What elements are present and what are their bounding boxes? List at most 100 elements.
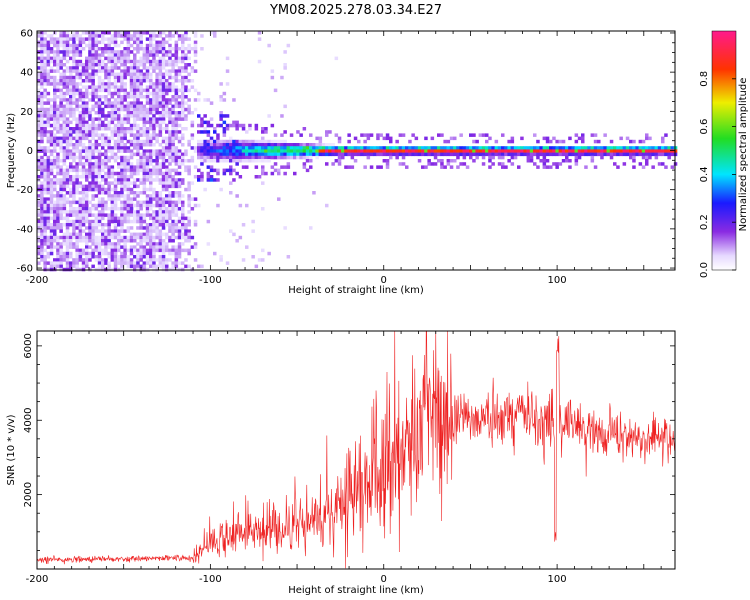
heatmap-cell — [171, 245, 175, 249]
heatmap-cell — [53, 139, 57, 144]
heatmap-cell — [126, 149, 131, 153]
heatmap-cell — [453, 159, 457, 163]
snr-series-line — [36, 330, 676, 569]
heatmap-cell — [78, 191, 83, 195]
heatmap-cell — [165, 181, 169, 185]
heatmap-cell — [69, 245, 73, 249]
heatmap-cell — [248, 159, 252, 163]
heatmap-cell — [177, 171, 182, 176]
heatmap-cell — [510, 139, 515, 144]
heatmap-cell — [62, 152, 67, 157]
heatmap-cell — [81, 72, 86, 77]
colorbar: 0.00.20.40.60.8 Normalized spectral ampl… — [699, 30, 749, 278]
heatmap-cell — [149, 232, 153, 237]
heatmap-cell — [72, 264, 76, 269]
heatmap-cell — [107, 104, 111, 109]
heatmap-cell — [174, 152, 179, 157]
heatmap-cell — [110, 155, 115, 160]
heatmap-cell — [587, 146, 591, 150]
heatmap-cell — [149, 63, 153, 67]
heatmap-cell — [72, 207, 76, 211]
heatmap-cell — [149, 175, 153, 179]
heatmap-cell — [184, 47, 188, 51]
heatmap-cell — [62, 56, 67, 61]
heatmap-cell — [158, 117, 163, 121]
heatmap-cell — [331, 149, 335, 153]
heatmap-cell — [168, 85, 172, 89]
heatmap-cell — [456, 149, 460, 153]
heatmap-cell — [117, 171, 121, 176]
heatmap-cell — [152, 258, 156, 262]
colorbar-ticks: 0.00.20.40.60.8 — [699, 71, 736, 278]
heatmap-cell — [49, 235, 54, 240]
heatmap-cell — [181, 79, 185, 83]
heatmap-cell — [81, 69, 86, 73]
heatmap-cell — [72, 149, 76, 153]
heatmap-cell — [168, 223, 172, 227]
heatmap-cell — [216, 139, 220, 144]
heatmap-cell — [280, 133, 284, 137]
heatmap-cell — [139, 258, 143, 262]
heatmap-cell — [158, 264, 163, 269]
heatmap-cell — [113, 146, 118, 150]
heatmap-cell — [161, 91, 166, 96]
heatmap-cell — [142, 248, 147, 253]
heatmap-cell — [126, 155, 131, 160]
heatmap-cell — [481, 133, 486, 137]
heatmap-cell — [123, 117, 127, 121]
heatmap-cell — [69, 72, 73, 77]
heatmap-cell — [136, 69, 140, 73]
heatmap-cell — [398, 152, 403, 157]
heatmap-cell — [136, 111, 140, 115]
heatmap-cell — [229, 136, 233, 141]
heatmap-cell — [69, 120, 73, 125]
heatmap-cell — [568, 136, 572, 141]
heatmap-cell — [43, 133, 47, 137]
heatmap-cell — [177, 245, 182, 249]
heatmap-cell — [158, 165, 163, 169]
heatmap-cell — [440, 152, 444, 157]
heatmap-cell — [600, 155, 604, 160]
heatmap-cell — [469, 149, 473, 153]
heatmap-cell — [555, 149, 559, 153]
heatmap-cell — [558, 162, 563, 166]
heatmap-cell — [49, 56, 54, 61]
heatmap-cell — [101, 226, 105, 230]
heatmap-cell — [641, 155, 646, 160]
heatmap-cell — [40, 242, 44, 246]
heatmap-cell — [142, 203, 147, 208]
heatmap-cell — [46, 43, 51, 48]
heatmap-cell — [273, 146, 278, 150]
heatmap-cell — [69, 98, 73, 102]
heatmap-cell — [59, 207, 63, 211]
heatmap-cell — [43, 226, 47, 230]
heatmap-cell — [254, 149, 259, 153]
heatmap-cell — [72, 194, 76, 198]
heatmap-cell — [161, 53, 166, 57]
heatmap-cell — [411, 149, 415, 153]
heatmap-cell — [536, 152, 540, 157]
heatmap-cell — [107, 98, 111, 102]
heatmap-cell — [123, 91, 127, 96]
heatmap-cell — [161, 219, 166, 224]
heatmap-cell — [139, 191, 143, 195]
heatmap-cell — [117, 216, 121, 221]
heatmap-cell — [75, 43, 79, 48]
heatmap-cell — [427, 149, 431, 153]
heatmap-cell — [184, 248, 188, 253]
heatmap-cell — [69, 133, 73, 137]
heatmap-cell — [142, 251, 147, 256]
heatmap-cell — [43, 56, 47, 61]
heatmap-cell — [123, 53, 127, 57]
heatmap-cell — [104, 37, 108, 41]
heatmap-cell — [222, 133, 227, 137]
heatmap-cell — [78, 197, 83, 201]
heatmap-cell — [117, 165, 121, 169]
heatmap-cell — [385, 133, 390, 137]
heatmap-cell — [152, 213, 156, 217]
heatmap-cell — [235, 120, 239, 125]
heatmap-cell — [581, 146, 585, 150]
heatmap-cell — [366, 155, 371, 160]
heatmap-cell — [59, 40, 63, 45]
heatmap-cell — [107, 47, 111, 51]
